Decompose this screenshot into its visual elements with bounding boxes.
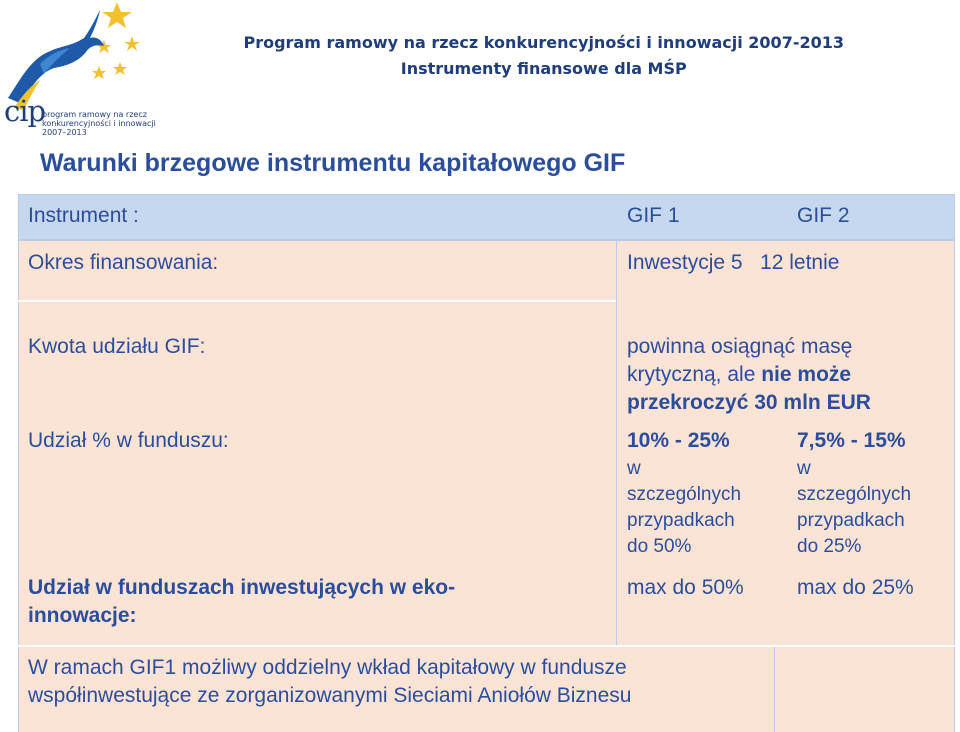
udzial-gif1-line: szczególnych (627, 484, 742, 505)
udzial-gif2-line: przypadkach (797, 510, 905, 531)
udzial-gif2-main: 7,5% - 15% (797, 429, 906, 452)
eko-gif2: max do 25% (797, 576, 914, 599)
cip-logo: cip program ramowy na rzecz konkurencyjn… (0, 0, 156, 137)
note-line2: współinwestujące ze zorganizowanymi Siec… (28, 684, 632, 707)
cip-acronym: cip (4, 94, 46, 128)
header-subtitle: Instrumenty finansowe dla MŚP (400, 59, 687, 78)
logo-caption: program ramowy na rzecz konkurencyjności… (42, 110, 156, 137)
udzial-gif1-main: 10% - 25% (627, 429, 730, 452)
note-line1: W ramach GIF1 możliwy oddzielny wkład ka… (28, 656, 627, 679)
okres-label: Okres finansowania: (28, 251, 219, 274)
udzial-gif1-line: do 50% (627, 536, 692, 557)
conditions-table: Instrument : GIF 1 GIF 2 Okres finansowa… (18, 194, 955, 732)
antelope-stars-icon (8, 2, 140, 110)
gif1-header: GIF 1 (627, 204, 680, 227)
udzial-gif1-line: przypadkach (627, 510, 735, 531)
kwota-value-line2-plain: krytyczną, ale (627, 363, 762, 386)
udzial-gif2-line: szczególnych (797, 484, 912, 505)
kwota-value-line3: przekroczyć 30 mln EUR (627, 391, 871, 414)
page-header: Program ramowy na rzecz konkurencyjności… (243, 30, 844, 82)
udzial-gif2-line: do 25% (797, 536, 862, 557)
udzial-label: Udział % w funduszu: (28, 429, 229, 452)
kwota-value-line1: powinna osiągnąć masę (627, 335, 853, 358)
gif2-header: GIF 2 (797, 204, 850, 227)
table-header-row (18, 194, 955, 240)
kwota-value-line2-bold: nie może (761, 363, 852, 386)
header-program: Program ramowy na rzecz konkurencyjności… (243, 33, 844, 52)
kwota-value-line2: krytyczną, ale nie może (627, 361, 851, 389)
logo-caption-line: 2007–2013 (42, 128, 87, 137)
eko-label-line1: Udział w funduszach inwestujących w eko- (28, 576, 456, 599)
udzial-gif1-line: w (627, 458, 641, 479)
table-body (18, 240, 955, 732)
eko-label-line2: innowacje: (28, 604, 137, 627)
udzial-gif2-line: w (797, 458, 811, 479)
logo-caption-line: konkurencyjności i innowacji (42, 119, 156, 128)
instrument-label: Instrument : (28, 204, 139, 227)
kwota-label: Kwota udziału GIF: (28, 335, 206, 358)
page-title: Warunki brzegowe instrumentu kapitałoweg… (40, 149, 626, 177)
logo-caption-line: program ramowy na rzecz (42, 110, 147, 119)
okres-value: Inwestycje 5 12 letnie (627, 251, 840, 274)
eko-gif1: max do 50% (627, 576, 744, 599)
